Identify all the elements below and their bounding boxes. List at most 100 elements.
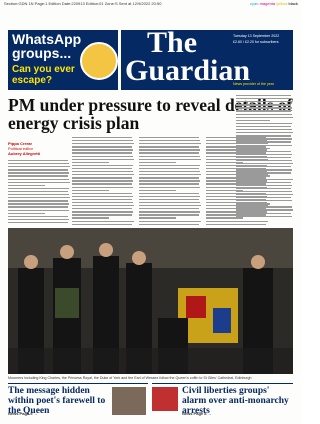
text-line: [236, 209, 293, 210]
text-line: [72, 187, 133, 188]
text-line: [139, 202, 200, 203]
promo-title: WhatsApp groups...: [12, 32, 82, 60]
text-line: [72, 171, 133, 172]
text-line: [139, 190, 176, 191]
text-line: [72, 193, 132, 194]
masthead: The Guardian Tuesday 13 September 2022 £…: [121, 30, 293, 90]
text-line: [139, 171, 200, 172]
text-line: [8, 172, 69, 173]
text-line: [8, 169, 68, 170]
teaser-ref: News Page 8 →: [182, 411, 212, 416]
text-line: [72, 199, 132, 200]
text-line: [8, 200, 68, 201]
text-line: [236, 179, 293, 180]
text-line: [139, 168, 199, 169]
teaser: The message hidden within poet's farewel…: [8, 383, 148, 416]
text-line: [139, 165, 200, 166]
text-line: [236, 98, 292, 99]
text-line: [139, 214, 199, 215]
text-line: [236, 197, 291, 198]
text-line: [72, 208, 132, 209]
text-line: [236, 126, 291, 127]
text-line: [72, 143, 134, 144]
text-line: [139, 208, 199, 209]
teaser-ref: News Page 5 →: [8, 411, 38, 416]
text-line: [236, 104, 291, 105]
text-line: [8, 216, 68, 217]
plate-color: black: [289, 1, 298, 6]
text-line: [236, 117, 293, 118]
text-line: [8, 185, 45, 186]
text-line: [139, 217, 176, 218]
text-line: [139, 196, 200, 197]
plate-color: yellow: [276, 1, 287, 6]
slug: Section:GDN 1N Page:1 Edition Date:22091…: [4, 1, 161, 6]
text-line: [236, 191, 292, 192]
text-line: [8, 166, 70, 167]
text-line: [72, 152, 132, 153]
photo: [8, 228, 293, 374]
promo-badge: [80, 42, 118, 80]
plate-color: magenta: [260, 1, 276, 6]
text-line: [139, 211, 200, 212]
masthead-date: Tuesday 13 September 2022: [233, 34, 291, 39]
text-line: [8, 219, 69, 220]
text-line: [236, 114, 292, 115]
text-line: [72, 177, 132, 178]
text-line: [8, 222, 68, 223]
text-column: [139, 137, 201, 225]
text-line: [236, 95, 291, 96]
promo-box: WhatsApp groups... Can you ever escape?: [8, 30, 118, 90]
text-line: [72, 159, 134, 160]
text-line: [72, 221, 134, 222]
text-line: [236, 169, 292, 170]
text-line: [8, 203, 69, 204]
text-column: [8, 160, 70, 225]
text-line: [72, 180, 133, 181]
text-line: [72, 137, 132, 138]
text-line: [72, 214, 132, 215]
text-line: [72, 190, 109, 191]
plate-colors: cyan magenta yellow black: [250, 1, 298, 6]
plate-color: cyan: [250, 1, 258, 6]
text-line: [72, 183, 132, 184]
text-line: [236, 123, 292, 124]
text-line: [139, 221, 201, 222]
text-line: [236, 107, 292, 108]
text-line: [236, 157, 291, 158]
text-line: [236, 151, 291, 152]
text-line: [236, 141, 291, 142]
text-line: [236, 160, 292, 161]
text-line: [72, 168, 132, 169]
text-line: [236, 148, 270, 149]
text-line: [139, 193, 199, 194]
text-line: [72, 146, 132, 147]
text-line: [236, 110, 291, 111]
text-line: [139, 183, 199, 184]
text-column: [72, 137, 134, 225]
text-line: [139, 146, 199, 147]
text-line: [236, 163, 293, 164]
text-line: [236, 132, 293, 133]
text-line: [236, 145, 292, 146]
front-page: Section:GDN 1N Page:1 Edition Date:22091…: [0, 0, 301, 424]
text-line: [72, 156, 133, 157]
text-line: [236, 154, 292, 155]
text-line: [72, 217, 109, 218]
text-line: [8, 160, 68, 161]
text-line: [139, 205, 201, 206]
text-line: [8, 210, 69, 211]
text-line: [236, 120, 270, 121]
text-line: [8, 188, 69, 189]
teaser-thumb: [112, 387, 146, 415]
photo-caption: Mourners including King Charles, the Pri…: [8, 376, 293, 381]
text-line: [139, 187, 200, 188]
masthead-title: Guardian: [125, 57, 250, 85]
text-line: [236, 101, 293, 102]
text-line: [139, 224, 199, 225]
text-line: [236, 185, 292, 186]
text-line: [8, 182, 70, 183]
text-line: [72, 174, 134, 175]
text-line: [236, 182, 291, 183]
text-line: [139, 152, 199, 153]
